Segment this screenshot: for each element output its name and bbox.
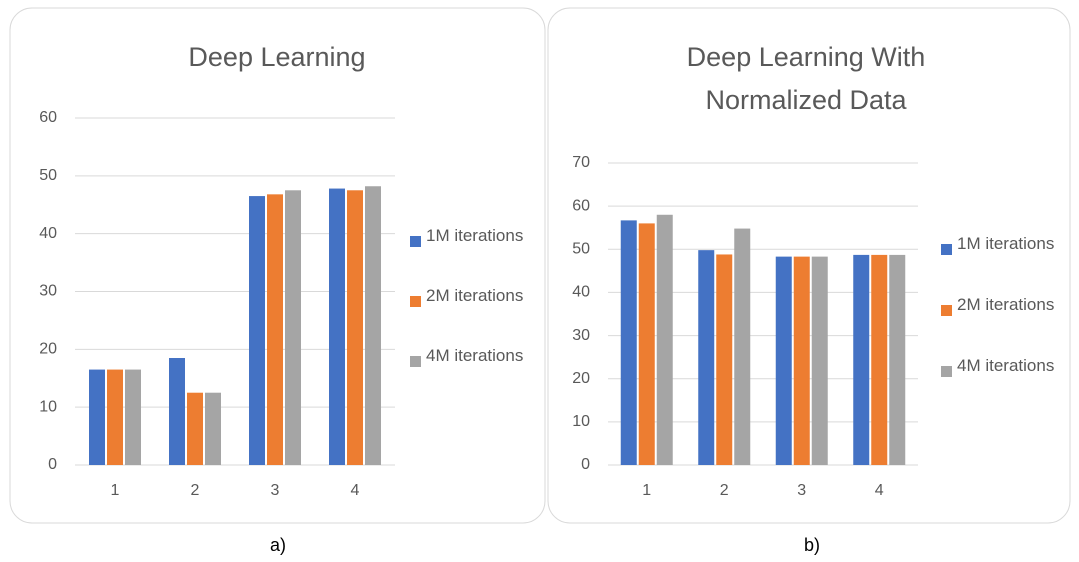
bar [889,254,906,465]
bar [698,250,715,465]
legend-swatch [410,236,421,247]
bar [187,392,203,465]
bar [205,392,221,465]
legend-swatch [410,356,421,367]
legend-swatch [941,244,952,255]
x-tick-label: 3 [797,482,806,499]
legend-label: 1M iterations [957,234,1055,253]
x-tick-label: 1 [111,482,120,499]
legend-label: 2M iterations [957,295,1055,314]
bar [734,228,751,465]
x-tick-label: 4 [875,482,884,499]
bar [775,256,792,465]
legend-label: 4M iterations [426,346,524,365]
y-tick-label: 10 [39,398,57,415]
bar [169,358,185,465]
bar [347,190,363,465]
y-tick-label: 0 [581,456,590,473]
y-tick-label: 30 [39,283,57,300]
chart-title: Deep Learning [188,42,366,72]
x-tick-label: 2 [720,482,729,499]
y-tick-label: 20 [572,370,590,387]
y-tick-label: 40 [572,284,590,301]
y-tick-label: 70 [572,154,590,171]
legend-label: 4M iterations [957,356,1055,375]
bar [656,214,673,465]
y-tick-label: 50 [39,167,57,184]
x-tick-label: 4 [351,482,360,499]
y-tick-label: 30 [572,327,590,344]
bar [249,196,265,465]
bar [811,256,828,465]
legend-swatch [410,296,421,307]
bar [365,186,381,465]
y-tick-label: 40 [39,225,57,242]
legend-swatch [941,366,952,377]
bar [716,254,733,465]
bar [285,190,301,465]
bar [871,254,888,465]
bar [125,369,141,465]
legend-label: 2M iterations [426,286,524,305]
panel [547,7,1071,524]
bar [329,188,345,465]
x-tick-label: 3 [271,482,280,499]
chart-title: Deep Learning With Normalized Data [686,42,926,115]
bar [620,220,637,465]
bar [793,256,810,465]
caption: a) [270,535,287,555]
y-tick-label: 10 [572,413,590,430]
legend-swatch [941,305,952,316]
bar [89,369,105,465]
x-tick-label: 1 [642,482,651,499]
bar [107,369,123,465]
x-tick-label: 2 [191,482,200,499]
y-tick-label: 50 [572,241,590,258]
panel [9,7,546,524]
y-tick-label: 60 [572,197,590,214]
bar [853,254,870,465]
legend-label: 1M iterations [426,226,524,245]
caption: b) [804,535,821,555]
y-tick-label: 60 [39,109,57,126]
y-tick-label: 0 [48,456,57,473]
y-tick-label: 20 [39,341,57,358]
bar [638,223,655,465]
bar [267,194,283,465]
